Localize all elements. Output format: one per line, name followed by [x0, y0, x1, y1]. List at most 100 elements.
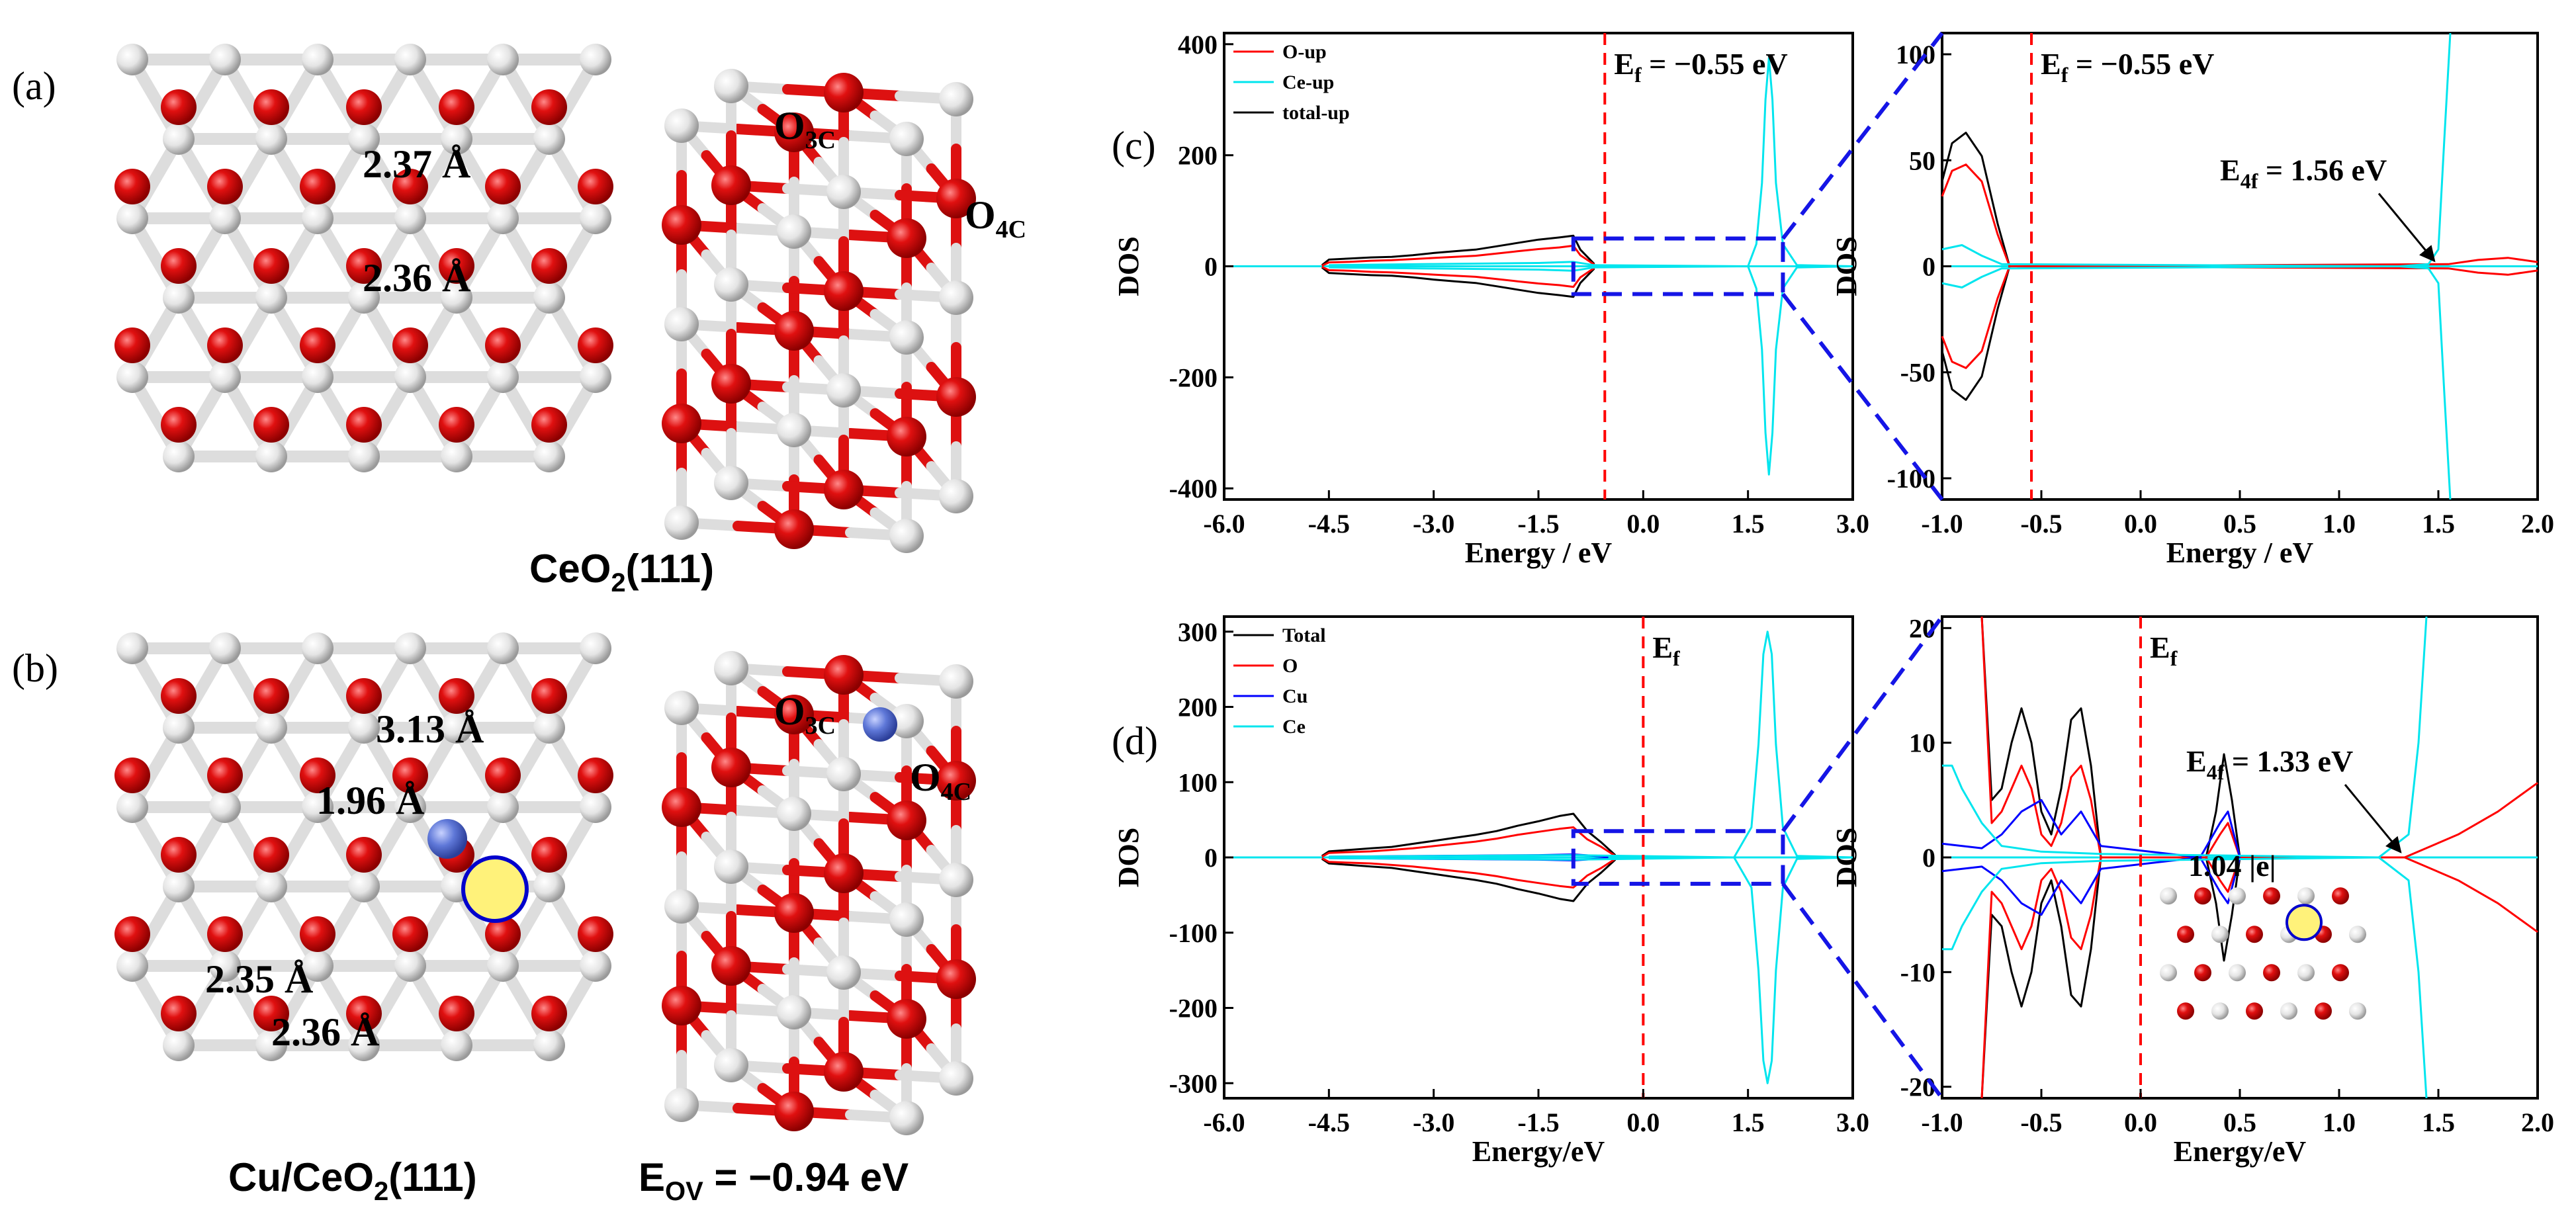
series-ce-down	[1329, 856, 1853, 1084]
series-o-up-down	[1321, 265, 1595, 288]
x-tick-label: 3.0	[1836, 509, 1869, 539]
x-tick-label: 1.5	[2422, 1107, 2455, 1137]
ce-atom	[939, 281, 973, 315]
ce-atom	[116, 791, 148, 823]
distance-label-b1: 3.13 Å	[376, 707, 484, 751]
ce-atom	[664, 505, 699, 540]
ce-atom	[163, 712, 195, 744]
ce-atom	[533, 871, 565, 902]
o-atom	[392, 327, 428, 363]
y-tick-label: 200	[1178, 141, 1218, 171]
x-tick-label: 1.0	[2323, 1107, 2356, 1137]
ce-atom	[939, 1061, 973, 1096]
y-tick-label: 0	[1922, 843, 1935, 873]
series-ce-up-down	[1329, 265, 1853, 476]
o-atom	[253, 837, 289, 873]
legend-entry: O-up	[1282, 41, 1327, 63]
cu-atom	[863, 707, 897, 742]
inset-atom	[2315, 1002, 2332, 1020]
o-atom	[824, 271, 864, 311]
ce-atom	[348, 871, 380, 902]
o-atom	[346, 996, 382, 1031]
x-tick-label: -1.5	[1517, 509, 1559, 539]
y-tick-label: -100	[1887, 464, 1935, 494]
o-atom	[114, 758, 150, 793]
ce-atom	[777, 995, 811, 1029]
chart-c-right: Ef = −0.55 eV -1.0 -0.5 0.0 0.5 1.0 1.5 2.0 -100…	[1830, 32, 2554, 569]
fermi-level-label: Ef	[1652, 630, 1680, 670]
series-total-down	[1980, 856, 2241, 1099]
site-label-o4c-b: O4C	[910, 756, 971, 806]
ce-atom	[348, 712, 380, 744]
ce-atom	[889, 704, 924, 738]
ce-atom	[939, 479, 973, 513]
x-tick-label: 0.0	[1626, 1107, 1660, 1137]
ce-atom	[116, 202, 148, 234]
o-atom	[161, 248, 197, 284]
x-tick-label: 1.5	[1732, 1107, 1765, 1137]
o-atom	[161, 996, 197, 1031]
zoom-box	[1571, 236, 1785, 296]
o-atom	[485, 327, 521, 363]
o-atom	[346, 678, 382, 714]
chart-d-left: Ef -6.0 -4.5 -3.0 -1.5 0.0 1.5 3.0 -300 -200 -100 0…	[1112, 615, 1869, 1168]
series-ce-up-down	[1941, 265, 2452, 500]
inset-atom	[2160, 887, 2177, 905]
o-atom	[253, 678, 289, 714]
series-total-up	[1980, 616, 2241, 859]
ce-atom	[580, 791, 611, 823]
ce-atom	[394, 361, 426, 393]
y-tick-label: -100	[1169, 918, 1218, 948]
ce-atom	[714, 1048, 748, 1082]
o-atom	[936, 179, 976, 218]
o-atom	[774, 695, 814, 734]
o-atom	[300, 916, 335, 952]
distance-label-a2: 2.36 Å	[363, 256, 470, 300]
o-atom	[578, 758, 613, 793]
site-label-o4c-a: O4C	[965, 193, 1026, 243]
o-atom	[887, 801, 926, 840]
site-label-o3c-b: O3C	[774, 689, 836, 740]
ce-atom	[939, 664, 973, 699]
x-axis-label: Energy/eV	[1472, 1135, 1605, 1168]
o-atom	[824, 853, 864, 893]
ce-atom	[348, 123, 380, 155]
ce-atom	[487, 632, 519, 664]
o-atom	[114, 916, 150, 952]
o-atom	[531, 996, 567, 1031]
x-tick-label: -3.0	[1413, 509, 1454, 539]
x-tick-label: 0.5	[2223, 509, 2256, 539]
ce-atom	[889, 519, 924, 553]
o-atom	[114, 169, 150, 204]
legend-entry: Ce	[1282, 716, 1306, 738]
o-atom	[887, 999, 926, 1039]
legend-entry: Cu	[1282, 685, 1308, 707]
ce-atom	[302, 632, 333, 664]
y-tick-label: 50	[1909, 146, 1935, 175]
inset-atom	[2160, 964, 2177, 982]
o-atom	[936, 377, 976, 417]
x-tick-label: -3.0	[1413, 1107, 1454, 1137]
ce-atom	[163, 282, 195, 314]
legend-entry: total-up	[1282, 102, 1350, 124]
x-tick-label: -4.5	[1308, 509, 1350, 539]
x-tick-label: -6.0	[1203, 1107, 1245, 1137]
x-tick-label: 0.0	[1626, 509, 1660, 539]
o-atom	[662, 404, 701, 443]
series-o-up	[1321, 826, 1616, 858]
inset-atom	[2177, 1002, 2194, 1020]
x-tick-label: -6.0	[1203, 509, 1245, 539]
ce-atom	[580, 950, 611, 982]
legend-entry: O	[1282, 655, 1298, 677]
fermi-level-label: Ef = −0.55 eV	[1614, 47, 1787, 87]
ce-atom	[889, 1101, 924, 1135]
x-tick-label: -1.5	[1517, 1107, 1559, 1137]
inset-atom	[2246, 926, 2263, 943]
e4f-arrow	[2377, 193, 2436, 263]
o-atom	[346, 407, 382, 443]
ce-atom	[487, 791, 519, 823]
o-atom	[824, 1052, 864, 1092]
inset-atom	[2263, 887, 2280, 905]
o-atom	[300, 327, 335, 363]
panel-a-label: (a)	[12, 64, 56, 108]
